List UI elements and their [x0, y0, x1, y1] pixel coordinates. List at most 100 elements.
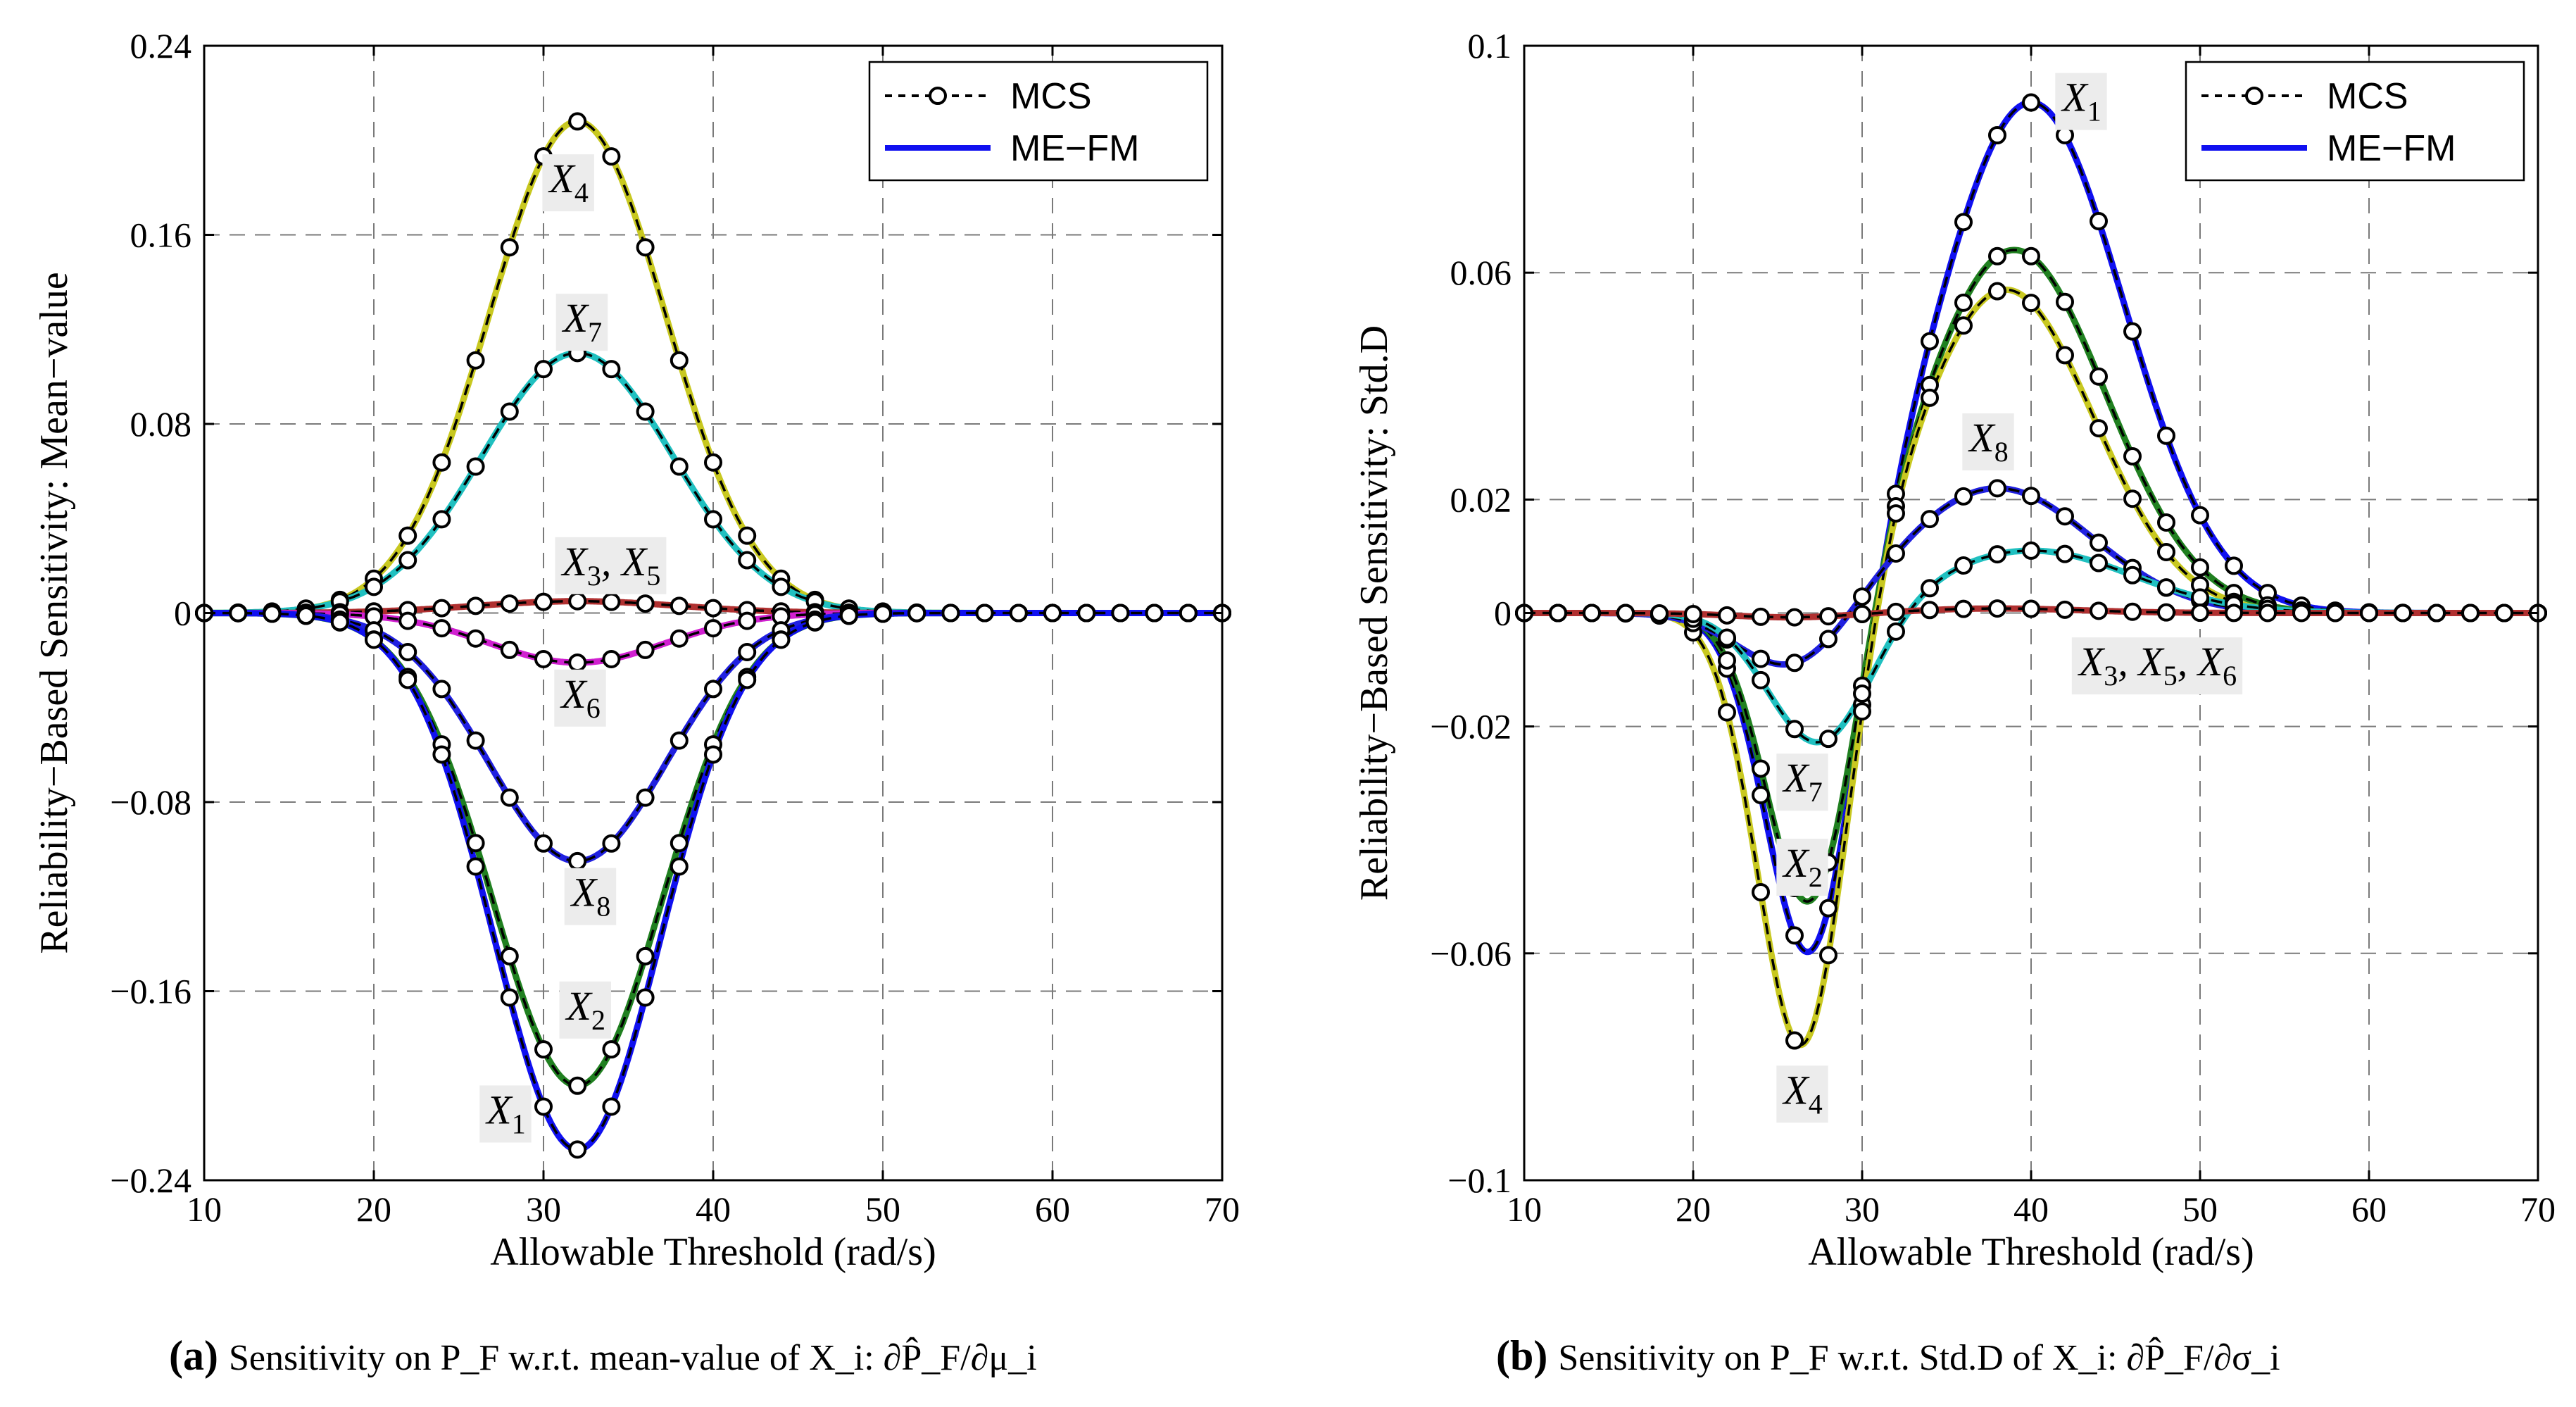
mcs-point-X8: [1887, 544, 1905, 563]
mcs-point-X4: [670, 351, 689, 370]
mcs-point-X1: [2022, 93, 2040, 112]
mcs-point-X2: [602, 1040, 621, 1059]
y-tick-label: 0.24: [130, 26, 192, 65]
mcs-point-X3X5: [636, 594, 655, 613]
legend-mcs-marker: [929, 87, 947, 105]
mcs-point-X7: [534, 360, 553, 379]
mcs-point-X6: [398, 611, 417, 630]
mcs-point-X8: [500, 788, 519, 807]
mcs-point-X7: [1921, 579, 1939, 598]
mcs-point-X1: [568, 1140, 587, 1159]
annotation-X6-sub: 6: [586, 692, 601, 724]
annotation-background: [1776, 839, 1828, 896]
annotation-X4: X4: [1782, 1067, 1822, 1120]
mcs-point-X7: [670, 457, 689, 476]
annotation-background: [1776, 753, 1828, 811]
mcs-point-X3X5X6: [1650, 604, 1669, 623]
mcs-point-X1: [432, 745, 451, 764]
caption-text: Sensitivity on P_F w.r.t. mean-value of …: [229, 1337, 1037, 1378]
mcs-point-X2: [534, 1040, 553, 1059]
mcs-point-X1: [330, 613, 349, 632]
mcs-point-X7: [398, 551, 417, 570]
x-tick-label: 50: [865, 1189, 900, 1229]
y-axis-label: Reliability−Based Sensitivity: Std.D: [1352, 325, 1396, 901]
annotation-X4-var: X: [548, 156, 576, 201]
mcs-point-X3X5X6: [2157, 603, 2175, 622]
annotation-X2-sub: 2: [591, 1004, 605, 1036]
mcs-point-X4: [2022, 294, 2040, 313]
y-tick-label: 0.02: [1450, 480, 1512, 519]
annotation-X3X5-var: X: [620, 539, 648, 584]
mcs-point-X1: [466, 857, 485, 876]
annotation-X1-var: X: [485, 1087, 513, 1132]
mcs-point-X1: [2157, 426, 2175, 445]
annotation-background: [555, 537, 667, 594]
annotation-X3X5X6: X3, X5, X6: [2078, 639, 2237, 692]
legend: MCS ME−FM: [2185, 61, 2525, 182]
annotation-X8-sub: 8: [1994, 436, 2009, 468]
mcs-point-X3X5: [670, 596, 689, 615]
annotation-X3X5X6-sep: ,: [2118, 639, 2138, 684]
annotation-background: [1962, 413, 2014, 470]
mcs-point-X4: [466, 351, 485, 370]
mcs-point-X4: [704, 453, 722, 472]
mcs-point-X7: [466, 457, 485, 476]
legend-label-mefm: ME−FM: [2327, 128, 2456, 169]
mcs-point-X8: [466, 731, 485, 750]
mcs-point-X1: [1819, 899, 1837, 918]
mcs-point-X1: [704, 745, 722, 764]
annotation-X3X5X6-sub: 6: [2223, 660, 2237, 692]
annotation-X3X5: X3, X5: [560, 539, 660, 592]
mcs-point-X3X5X6: [2292, 604, 2311, 623]
chart-a: 10 20 30 40 50 60 70 −0.24 −0.16 −0.08 0 0.08 0.16 0.…: [32, 26, 1240, 1379]
mcs-point-X8: [2090, 533, 2108, 552]
mcs-point-X7: [2090, 554, 2108, 573]
mcs-point-X1: [874, 604, 892, 623]
annotation-X1-sub: 1: [2087, 96, 2101, 127]
mcs-point-X8: [1785, 654, 1804, 673]
x-tick-label: 40: [2013, 1189, 2049, 1229]
mcs-point-X4: [738, 526, 757, 545]
mcs-point-X6: [568, 653, 587, 672]
mcs-point-X4: [398, 526, 417, 545]
mcs-point-X3X5X6: [2360, 604, 2378, 623]
annotation-X2: X2: [1782, 840, 1822, 893]
mcs-point-X2: [466, 834, 485, 853]
annotation-X3X5-var: X: [560, 539, 589, 584]
mcs-point-X3X5X6: [2427, 604, 2446, 623]
legend-box: [868, 61, 1209, 182]
mcs-point-X3X5: [500, 594, 519, 613]
mcs-point-X4: [2056, 346, 2074, 365]
mcs-point-X7: [636, 402, 655, 421]
mcs-point-X1: [941, 604, 960, 623]
mcs-point-X8: [738, 642, 757, 661]
mcs-point-X1: [1752, 786, 1770, 805]
mcs-point-X2: [2191, 558, 2209, 577]
mcs-point-X4: [2123, 489, 2142, 508]
annotation-X8: X8: [570, 870, 610, 923]
mcs-point-X6: [466, 629, 485, 648]
annotation-X3X5X6-var: X: [2078, 639, 2106, 684]
mcs-point-X1: [772, 630, 791, 649]
legend-label-mcs: MCS: [1010, 76, 1092, 117]
mcs-point-X3X5X6: [2090, 601, 2108, 620]
annotation-background: [554, 669, 606, 727]
mcs-point-X1: [1954, 213, 1973, 232]
y-tick-label: −0.08: [110, 782, 191, 822]
mcs-point-X7: [1988, 545, 2006, 564]
annotation-X7: X7: [562, 295, 602, 348]
mcs-point-X8: [636, 788, 655, 807]
mcs-point-X7: [1718, 628, 1736, 647]
annotation-background: [555, 294, 608, 351]
mcs-point-X3X5X6: [2326, 604, 2344, 623]
mcs-point-X3X5X6: [2191, 604, 2209, 623]
mcs-point-X3X5X6: [1752, 607, 1770, 626]
annotation-X4-sub: 4: [1809, 1088, 1823, 1120]
legend: MCS ME−FM: [868, 61, 1209, 182]
mcs-point-X1: [1785, 926, 1804, 945]
mcs-point-X1: [263, 604, 282, 623]
mcs-point-X3X5: [466, 596, 485, 615]
mcs-point-X8: [398, 642, 417, 661]
mcs-point-X2: [670, 834, 689, 853]
